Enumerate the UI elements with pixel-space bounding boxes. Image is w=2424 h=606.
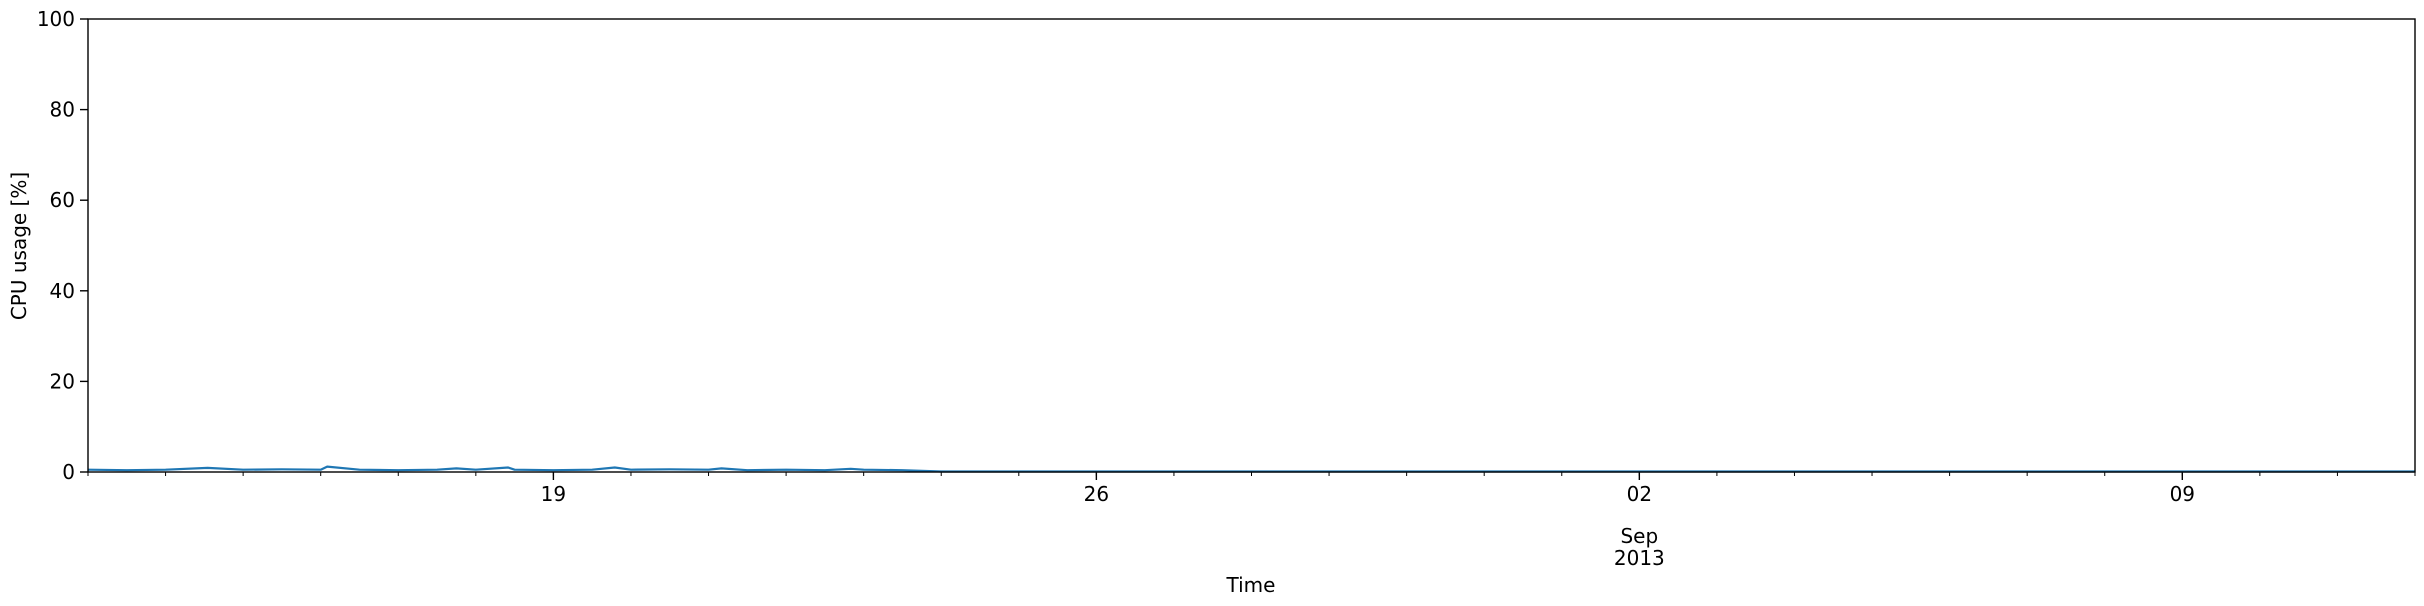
cpu-usage-line bbox=[87, 465, 2415, 473]
y-axis-ticks: 0 20 40 60 80 100 bbox=[37, 7, 88, 484]
y-tick-label: 20 bbox=[50, 369, 75, 393]
x-axis-title: Time bbox=[1226, 573, 1276, 597]
y-axis-title: CPU usage [%] bbox=[7, 172, 31, 320]
x-tick-label: 09 bbox=[2170, 482, 2195, 506]
plot-area-frame bbox=[87, 18, 2416, 473]
x-tick-label: 26 bbox=[1084, 482, 1109, 506]
x-axis-year-label: 2013 bbox=[1614, 546, 1665, 570]
y-tick-label: 0 bbox=[62, 460, 75, 484]
series-layer bbox=[87, 465, 2415, 473]
x-axis-month-label: Sep bbox=[1620, 524, 1658, 548]
x-tick-label: 02 bbox=[1627, 482, 1652, 506]
y-tick-label: 60 bbox=[50, 188, 75, 212]
x-axis-ticks: 19 26 02 09 bbox=[87, 472, 2416, 506]
y-tick-label: 80 bbox=[50, 98, 75, 122]
x-tick-label: 19 bbox=[541, 482, 566, 506]
y-tick-label: 100 bbox=[37, 7, 75, 31]
y-tick-label: 40 bbox=[50, 279, 75, 303]
